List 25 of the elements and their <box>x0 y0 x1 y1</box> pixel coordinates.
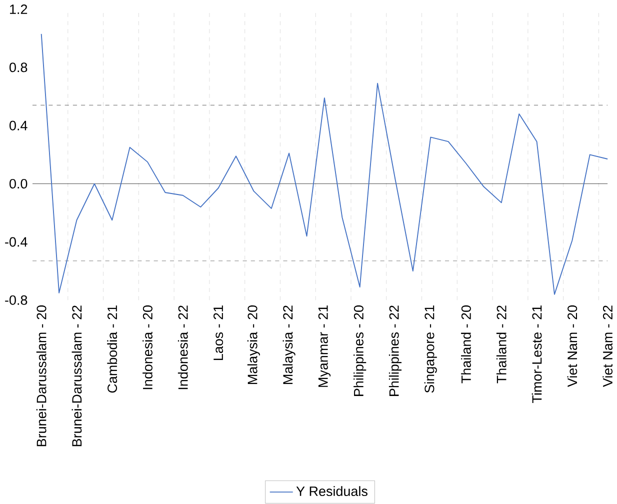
x-tick-label: Malaysia - 22 <box>282 306 296 384</box>
x-tick-label: Viet Nam - 20 <box>567 306 578 388</box>
line-series <box>40 34 608 295</box>
y-tick-label: 1.2 <box>10 4 28 14</box>
x-tick-label: Laos - 21 <box>214 306 224 360</box>
legend-label: Y Residuals <box>296 486 368 496</box>
y-tick-label: 0.0 <box>10 179 28 189</box>
y-tick-label: -0.4 <box>5 237 28 247</box>
x-tick-label: Myanmar - 21 <box>318 306 331 388</box>
x-tick-label: Viet Nam - 22 <box>602 306 613 388</box>
x-tick-label: Indonesia - 22 <box>178 306 188 390</box>
y-tick-label: 0.4 <box>10 121 28 131</box>
x-tick-label: Malaysia - 20 <box>247 306 260 384</box>
y-tick-label: -0.8 <box>5 296 28 306</box>
x-tick-label: Singapore - 21 <box>424 306 437 393</box>
x-tick-label: Thailand - 20 <box>461 306 471 384</box>
x-tick-label: Philippines - 20 <box>354 306 366 396</box>
x-tick-label: Brunei-Darussalam - 20 <box>36 306 46 446</box>
x-tick-label: Brunei-Darussalam - 22 <box>72 306 82 446</box>
y-tick-label: 0.8 <box>10 62 28 72</box>
x-tick-label: Indonesia - 20 <box>142 306 152 390</box>
x-tick-label: Timor-Leste - 21 <box>532 306 542 404</box>
x-tick-label: Philippines - 22 <box>388 306 402 396</box>
x-tick-label: Thailand - 22 <box>496 306 506 384</box>
x-tick-label: Cambodia - 21 <box>107 306 118 393</box>
